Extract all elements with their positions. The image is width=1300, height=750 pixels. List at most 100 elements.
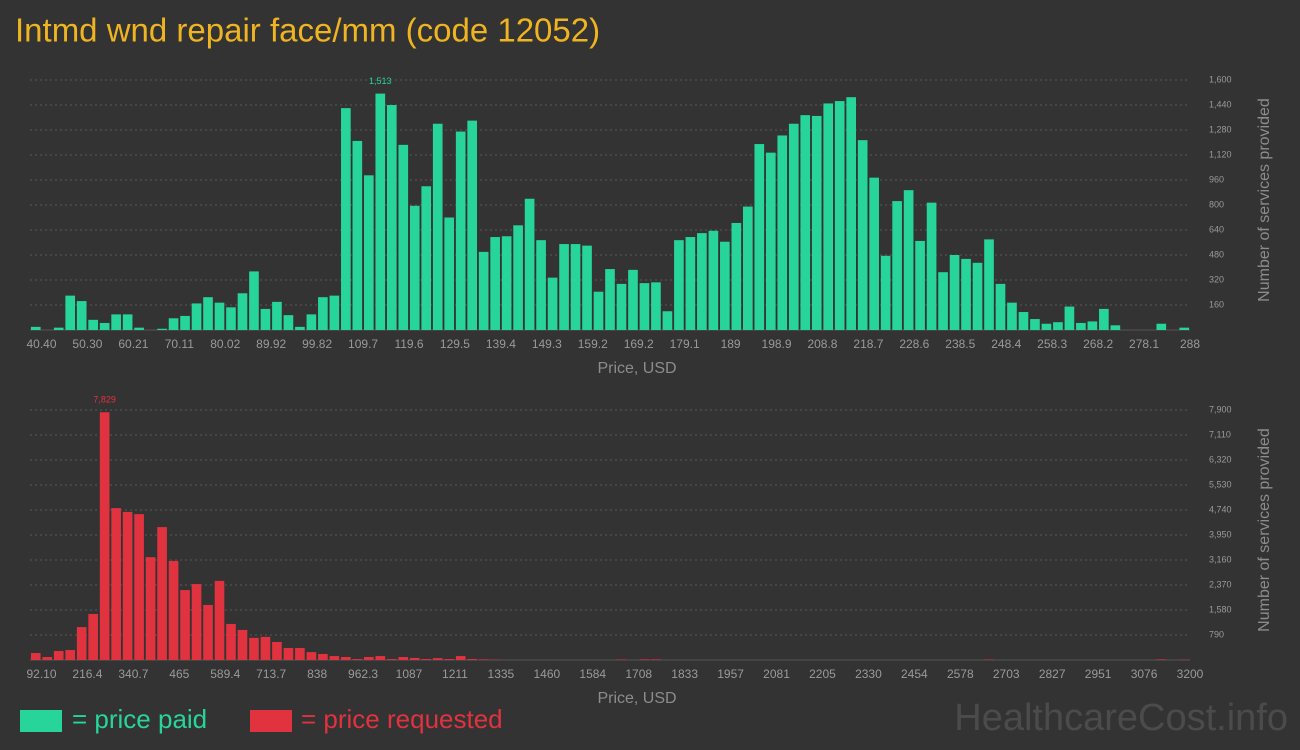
bar	[306, 652, 317, 660]
bar	[260, 308, 271, 330]
bar	[295, 647, 305, 660]
x-tick-label: 2578	[947, 667, 974, 681]
bar	[203, 604, 213, 660]
x-tick-label: 198.9	[762, 337, 792, 351]
bar	[524, 198, 535, 330]
x-tick-label: 80.02	[210, 337, 240, 351]
bar	[547, 277, 558, 330]
bar	[501, 236, 512, 330]
bar	[1018, 312, 1029, 330]
x-tick-label: 40.40	[26, 337, 56, 351]
bar	[490, 237, 500, 330]
x-tick-label: 216.4	[72, 667, 102, 681]
x-tick-label: 258.3	[1037, 337, 1067, 351]
bar	[1156, 659, 1167, 660]
bar	[65, 650, 76, 660]
bar	[455, 131, 466, 330]
bar	[409, 205, 420, 330]
bar	[1110, 325, 1121, 330]
x-tick-label: 1460	[533, 667, 560, 681]
bar	[363, 175, 374, 330]
x-tick-label: 1957	[717, 667, 744, 681]
bar	[398, 656, 409, 660]
x-tick-label: 2081	[763, 667, 790, 681]
x-tick-label: 119.6	[394, 337, 423, 351]
bar	[226, 623, 236, 660]
x-tick-label: 1708	[625, 667, 652, 681]
bar	[352, 140, 363, 330]
bar	[708, 230, 719, 330]
bar	[30, 326, 41, 330]
bar	[478, 659, 489, 660]
bar	[938, 272, 948, 330]
value-label: 1,513	[369, 76, 392, 86]
bar	[191, 303, 202, 330]
x-tick-label: 838	[307, 667, 327, 681]
bar	[444, 217, 455, 330]
value-label: 7,829	[93, 395, 116, 405]
bar	[880, 255, 891, 330]
bar	[720, 241, 730, 330]
bar	[421, 186, 432, 330]
x-tick-label: 962.3	[348, 667, 378, 681]
bar	[283, 315, 294, 330]
bar	[432, 658, 443, 660]
x-tick-label: 238.5	[945, 337, 975, 351]
bar	[386, 659, 397, 660]
x-tick-label: 208.8	[807, 337, 837, 351]
x-tick-label: 589.4	[210, 667, 240, 681]
x-axis-title: Price, USD	[597, 360, 676, 377]
x-tick-label: 2454	[901, 667, 928, 681]
bar	[903, 190, 914, 330]
bar	[329, 656, 340, 660]
y-tick-label: 7,900	[1209, 404, 1232, 414]
x-tick-label: 3076	[1131, 667, 1158, 681]
bar	[318, 297, 328, 330]
bar	[765, 152, 776, 330]
y-tick-label: 320	[1209, 274, 1224, 284]
y-axis-title: Number of services provided	[1256, 98, 1273, 302]
x-tick-label: 268.2	[1083, 337, 1113, 351]
bar	[53, 327, 64, 330]
bar	[168, 318, 179, 330]
bar	[1064, 306, 1075, 330]
x-tick-label: 2205	[809, 667, 836, 681]
x-tick-label: 2827	[1039, 667, 1066, 681]
bar	[754, 144, 765, 330]
bar	[834, 101, 845, 330]
x-tick-label: 70.11	[165, 337, 194, 351]
bar	[1041, 323, 1052, 330]
bar	[375, 656, 386, 660]
x-tick-label: 1087	[396, 667, 423, 681]
y-tick-label: 3,950	[1209, 529, 1232, 539]
x-tick-label: 1211	[442, 667, 468, 681]
bar	[639, 659, 650, 660]
legend-swatch	[250, 710, 292, 732]
bar	[869, 177, 879, 330]
bar	[1076, 322, 1086, 330]
bar	[237, 629, 248, 660]
bar	[76, 627, 87, 660]
bar	[180, 315, 190, 330]
bar	[1179, 327, 1190, 330]
bar	[582, 245, 592, 330]
bar	[42, 656, 53, 660]
y-tick-label: 3,160	[1209, 554, 1232, 564]
bar	[168, 560, 179, 660]
bar	[1053, 322, 1063, 330]
bar	[111, 314, 121, 330]
bar	[742, 206, 753, 330]
x-tick-label: 340.7	[118, 667, 148, 681]
y-tick-label: 790	[1209, 629, 1224, 639]
bar	[593, 291, 604, 330]
bar	[295, 326, 305, 330]
watermark: HealthcareCost.info	[954, 697, 1288, 739]
bar	[811, 115, 822, 330]
bar	[846, 97, 857, 330]
x-tick-label: 129.5	[440, 337, 470, 351]
bar	[180, 590, 190, 660]
bar	[972, 262, 983, 330]
bar	[777, 135, 788, 330]
x-tick-label: 60.21	[118, 337, 148, 351]
y-tick-label: 7,110	[1209, 429, 1231, 439]
